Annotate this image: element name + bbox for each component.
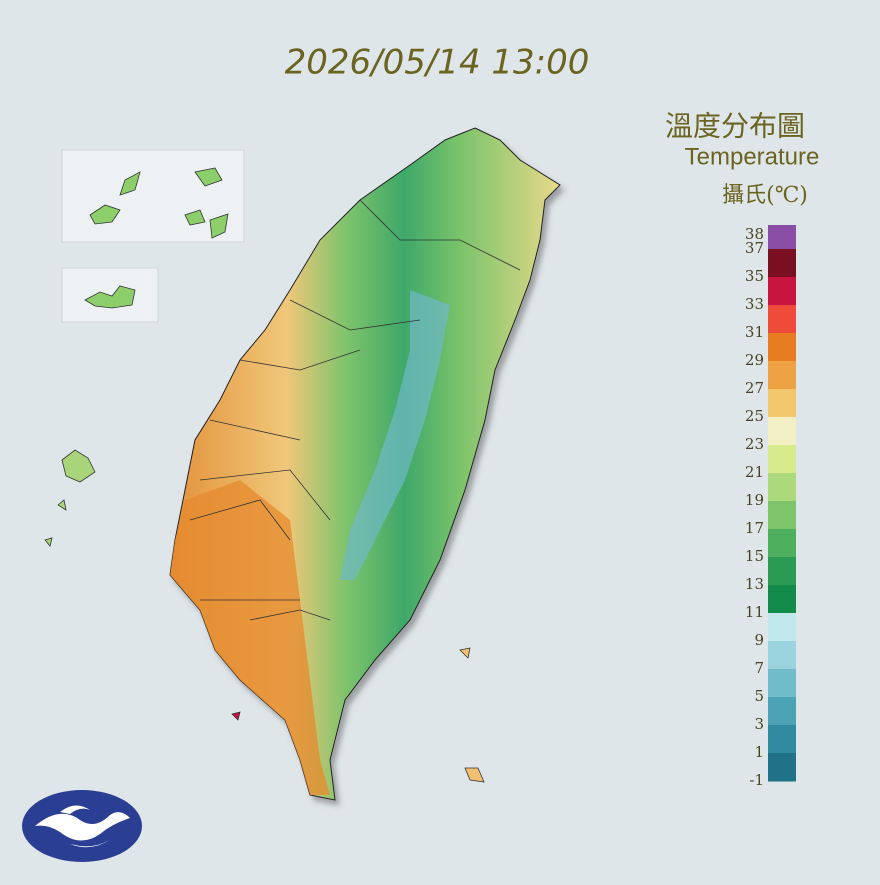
legend-tick-label: 13 xyxy=(745,575,764,593)
legend-tick-label: 19 xyxy=(745,491,764,509)
legend-band xyxy=(768,641,796,670)
legend-tick-label: 25 xyxy=(745,407,764,425)
legend-unit: 攝氏(℃) xyxy=(722,183,808,208)
legend-band xyxy=(768,697,796,726)
legend-band xyxy=(768,305,796,334)
legend-band xyxy=(768,529,796,558)
map-title: 2026/05/14 13:00 xyxy=(285,43,590,83)
legend-tick-label: -1 xyxy=(749,771,764,789)
legend-tick-label: 1 xyxy=(754,743,764,761)
legend-band xyxy=(768,235,796,250)
legend-tick-label: 23 xyxy=(745,435,764,453)
southwest-warm-area xyxy=(170,480,330,795)
legend-subtitle: Temperature xyxy=(685,143,820,170)
legend-tick-label: 21 xyxy=(745,463,764,481)
legend-tick-label: 11 xyxy=(745,603,764,621)
legend-band xyxy=(768,725,796,754)
inset-islands xyxy=(44,149,485,783)
legend-tick-label: 35 xyxy=(745,267,764,285)
legend-band xyxy=(768,417,796,446)
legend-tick-label: 7 xyxy=(754,659,764,677)
legend-tick-label: 15 xyxy=(745,547,764,565)
central-ridge xyxy=(340,290,450,580)
legend-tick-label: 9 xyxy=(754,631,764,649)
legend-tick-label: 3 xyxy=(754,715,764,733)
logo xyxy=(22,790,142,862)
legend-band xyxy=(768,277,796,306)
legend-band xyxy=(768,557,796,586)
legend-tick-label: 38 xyxy=(745,225,764,243)
legend-band xyxy=(768,753,796,782)
legend-band xyxy=(768,501,796,530)
legend-band xyxy=(768,333,796,362)
legend-band xyxy=(768,361,796,390)
legend-band xyxy=(768,445,796,474)
legend-tick-label: 33 xyxy=(745,295,764,313)
legend-tick-label: 5 xyxy=(754,687,764,705)
legend-band xyxy=(768,613,796,642)
legend-title: 溫度分布圖 xyxy=(665,110,805,143)
legend-band xyxy=(768,669,796,698)
legend-band xyxy=(768,473,796,502)
legend-tick-label: 27 xyxy=(745,379,764,397)
legend-band xyxy=(768,585,796,614)
county-borders xyxy=(189,199,521,621)
legend-band xyxy=(768,249,796,278)
legend-cap xyxy=(768,225,796,235)
legend-tick-label: 31 xyxy=(745,323,764,341)
legend-tick-label: 29 xyxy=(745,351,764,369)
legend-tick-label: 37 xyxy=(745,239,764,257)
legend-tick-label: 17 xyxy=(745,519,764,537)
legend-band xyxy=(768,389,796,418)
